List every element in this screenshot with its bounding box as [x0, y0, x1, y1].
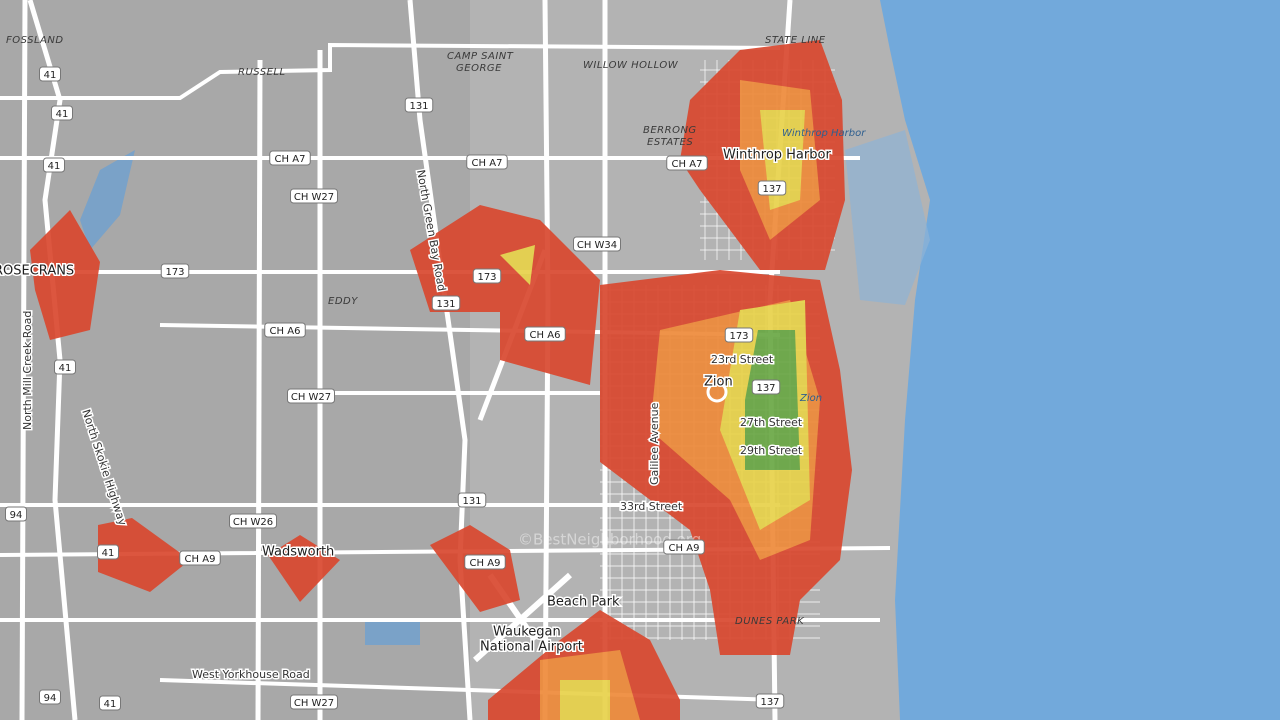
- shield: [287, 388, 335, 404]
- shield: [573, 236, 621, 252]
- shield-label: CH A6: [270, 326, 301, 337]
- shield-label: 41: [56, 109, 69, 120]
- shield: [290, 694, 338, 710]
- road-label: 27th Street: [740, 416, 803, 429]
- place-label: WILLOW HOLLOW: [583, 60, 679, 71]
- shield: [229, 513, 277, 529]
- shield: [404, 97, 434, 113]
- land-west: [0, 0, 470, 720]
- shield: [39, 689, 61, 705]
- shield-label: CH A9: [185, 554, 216, 565]
- water-label: Winthrop Harbor: [782, 128, 866, 139]
- town-label: Zion: [704, 375, 733, 390]
- town-label: National Airport: [480, 640, 583, 655]
- shield: [724, 327, 754, 343]
- road-label: Galilee Avenue: [648, 402, 661, 485]
- shield: [757, 180, 787, 196]
- shield-label: 94: [10, 510, 23, 521]
- heat: [30, 40, 852, 720]
- shield: [99, 695, 121, 711]
- place-label: CAMP SAINT: [447, 51, 514, 62]
- water-label: Zion: [799, 393, 822, 404]
- shield: [290, 188, 338, 204]
- town-label: Wadsworth: [262, 545, 334, 560]
- water: [80, 150, 420, 645]
- road-label: 33rd Street: [620, 500, 683, 513]
- shield-label: CH A7: [275, 154, 306, 165]
- shield-label: 41: [102, 548, 115, 559]
- shield-label: 131: [462, 496, 481, 507]
- shield-label: 41: [104, 699, 117, 710]
- shield: [431, 295, 461, 311]
- shields: 41 41 41 41 41 41 94 94 131 131 131 CH A7 CH A7 CH A7…: [5, 66, 787, 711]
- shield: [54, 359, 76, 375]
- shield-label: 41: [59, 363, 72, 374]
- shield: [160, 263, 190, 279]
- shield: [663, 539, 705, 555]
- shield-label: 94: [44, 693, 57, 704]
- shield-label: CH A7: [472, 158, 503, 169]
- town-label: Winthrop Harbor: [723, 148, 831, 163]
- shield: [39, 66, 61, 82]
- shield: [524, 326, 566, 342]
- place-label: RUSSELL: [238, 67, 286, 78]
- place-label: GEORGE: [456, 63, 502, 74]
- shield: [179, 550, 221, 566]
- shield-label: CH W27: [294, 192, 334, 203]
- road-label: 23rd Street: [711, 353, 774, 366]
- shield-label: 131: [436, 299, 455, 310]
- lake: [880, 0, 1280, 720]
- place-label: EDDY: [328, 296, 358, 307]
- place-label: ESTATES: [647, 137, 693, 148]
- place-label: DUNES PARK: [735, 616, 805, 627]
- shield: [466, 154, 508, 170]
- road-label: West Yorkhouse Road: [192, 668, 310, 681]
- shield-label: 131: [409, 101, 428, 112]
- shield: [472, 268, 502, 284]
- place-label: STATE LINE: [765, 35, 826, 46]
- town-label: Beach Park: [547, 595, 620, 610]
- shield: [97, 544, 119, 560]
- watermark: ©BestNeighborhood.org: [518, 531, 701, 549]
- place-label: FOSSLAND: [6, 35, 64, 46]
- shield: [264, 322, 306, 338]
- shield-label: 173: [477, 272, 496, 283]
- shield-label: CH A6: [530, 330, 561, 341]
- town-label: ROSECRANS: [0, 264, 74, 279]
- shield-label: 173: [729, 331, 748, 342]
- shield: [269, 150, 311, 166]
- shield-label: CH W34: [577, 240, 617, 251]
- road-label: North Mill Creek Road: [21, 311, 34, 430]
- shield-label: CH W27: [291, 392, 331, 403]
- shield: [666, 155, 708, 171]
- shield: [43, 157, 65, 173]
- shield-label: 173: [165, 267, 184, 278]
- shield-label: 41: [48, 161, 61, 172]
- shield: [755, 693, 785, 709]
- shield: [457, 492, 487, 508]
- shield-label: 41: [44, 70, 57, 81]
- shield-label: CH W27: [294, 698, 334, 709]
- city-marker: [706, 381, 728, 403]
- shield-label: CH A9: [669, 543, 700, 554]
- shield: [5, 506, 27, 522]
- shield-label: CH A9: [470, 558, 501, 569]
- road-label: 29th Street: [740, 444, 803, 457]
- shield-label: 137: [762, 184, 781, 195]
- town-label: Waukegan: [493, 625, 561, 640]
- shield-label: CH W26: [233, 517, 273, 528]
- wetland: [845, 130, 930, 305]
- shield: [51, 105, 73, 121]
- shield: [751, 379, 781, 395]
- place-label: BERRONG: [643, 125, 697, 136]
- shield-label: CH A7: [672, 159, 703, 170]
- shield-label: 137: [756, 383, 775, 394]
- shield: [464, 554, 506, 570]
- shield-label: 137: [760, 697, 779, 708]
